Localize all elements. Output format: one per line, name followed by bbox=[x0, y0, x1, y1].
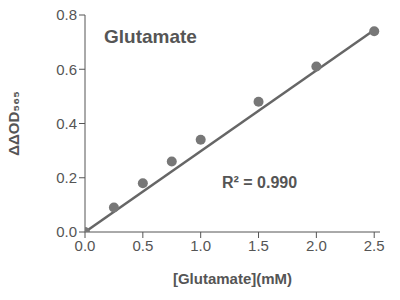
svg-text:0.6: 0.6 bbox=[56, 61, 77, 78]
svg-text:0.0: 0.0 bbox=[56, 223, 77, 240]
html-text:Glutamate: Glutamate bbox=[104, 26, 197, 47]
svg-text:0.5: 0.5 bbox=[132, 237, 153, 254]
svg-text:0.4: 0.4 bbox=[56, 115, 77, 132]
svg-text:0.2: 0.2 bbox=[56, 169, 77, 186]
svg-text:0.0: 0.0 bbox=[75, 237, 96, 254]
svg-text:ΔΔOD₅₆₅: ΔΔOD₅₆₅ bbox=[8, 91, 22, 156]
svg-text:2.0: 2.0 bbox=[306, 237, 327, 254]
svg-text:2.5: 2.5 bbox=[364, 237, 385, 254]
svg-text:1.0: 1.0 bbox=[190, 237, 211, 254]
svg-text:[Glutamate](mM): [Glutamate](mM) bbox=[173, 270, 292, 287]
svg-text:0.8: 0.8 bbox=[56, 8, 77, 23]
html-text:R² = 0.990: R² = 0.990 bbox=[222, 174, 298, 191]
svg-text:1.5: 1.5 bbox=[248, 237, 269, 254]
